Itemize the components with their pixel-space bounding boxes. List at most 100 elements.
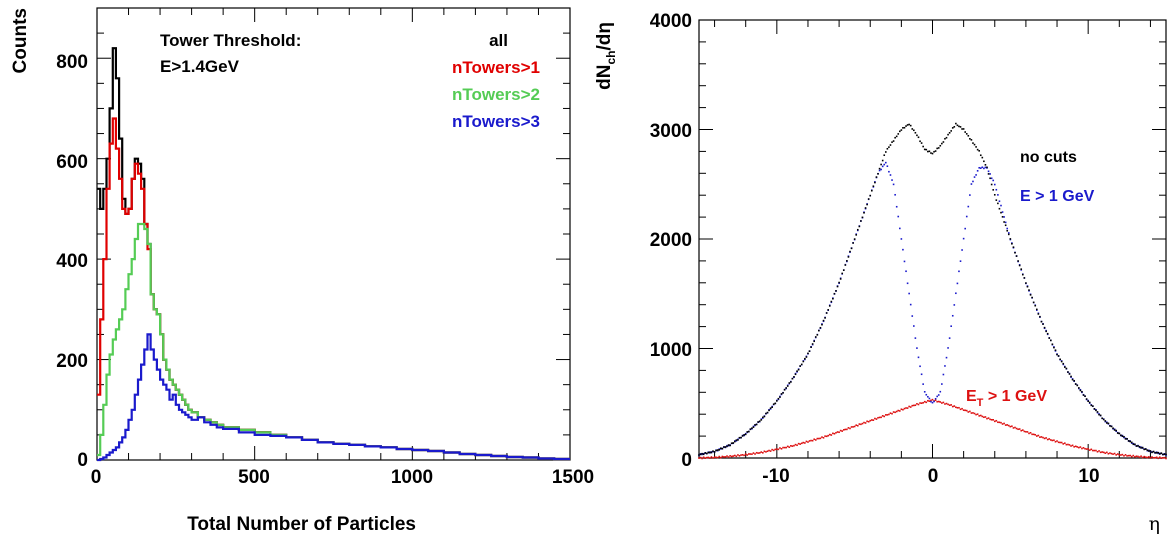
right-series-0-point <box>1000 211 1002 214</box>
right-series-2-point <box>701 457 703 460</box>
right-series-2-point <box>1102 451 1105 454</box>
right-series-0-point <box>987 173 990 175</box>
right-series-2-point <box>941 402 943 404</box>
right-series-0-point <box>937 147 940 149</box>
legend-ntowers-3: nTowers>3 <box>452 112 540 131</box>
right-series-2-point <box>867 420 870 423</box>
right-series-2-point <box>1149 457 1152 459</box>
right-series-0-point <box>1088 401 1091 404</box>
right-series-2-point <box>864 422 867 424</box>
right-series-1-point <box>1004 221 1007 224</box>
right-series-0-point <box>997 202 999 205</box>
right-series-2-point <box>945 402 948 405</box>
right-series-0-point <box>886 147 889 150</box>
right-series-0-point <box>839 278 842 280</box>
right-series-0-point <box>1068 373 1071 375</box>
right-series-1-point <box>953 304 956 306</box>
right-series-0-point <box>948 132 951 134</box>
right-series-2-point <box>721 455 724 458</box>
right-series-1-point <box>906 282 909 285</box>
right-series-2-point <box>841 430 844 432</box>
right-series-0-point <box>1006 229 1009 232</box>
right-series-0-point <box>786 385 789 387</box>
right-series-2-point <box>1158 456 1161 459</box>
right-series-0-point <box>1070 375 1072 378</box>
right-series-0-point <box>734 440 736 443</box>
right-series-0-point <box>785 387 787 389</box>
right-series-0-point <box>1032 301 1035 304</box>
right-series-0-point <box>1085 398 1088 400</box>
right-series-2-point <box>1115 454 1117 456</box>
right-series-2-point <box>1099 451 1102 454</box>
right-series-0-point <box>1157 451 1160 454</box>
right-series-1 <box>698 161 1167 457</box>
right-series-0-point <box>821 323 823 326</box>
right-series-1-point <box>984 166 987 169</box>
right-series-0-point <box>965 133 968 135</box>
right-series-0-point <box>917 136 920 139</box>
right-series-0-point <box>961 128 963 130</box>
left-x-tick-label-1000: 1000 <box>391 467 433 488</box>
right-series-0-point <box>1090 404 1093 407</box>
right-series-2-point <box>1065 443 1068 446</box>
right-series-0-point <box>1084 395 1086 398</box>
right-series-0-point <box>931 152 934 155</box>
right-y-tick-label-2000: 2000 <box>650 230 692 251</box>
label-et-sub: T <box>977 397 984 409</box>
right-series-0-point <box>716 449 719 451</box>
right-series-0-point <box>774 402 777 405</box>
right-series-2-point <box>1151 456 1153 458</box>
right-series-2-point <box>972 412 974 414</box>
right-series-1-point <box>919 365 921 368</box>
right-series-1-point <box>978 166 980 169</box>
right-series-2-point <box>930 399 932 402</box>
right-series-1-point <box>923 391 926 393</box>
right-series-0-point <box>805 356 808 358</box>
right-series-2-point <box>1014 426 1016 429</box>
left-y-tick-label-0: 0 <box>77 450 88 471</box>
right-series-0-point <box>913 129 915 132</box>
right-series-2-point <box>947 403 949 406</box>
right-series-0-point <box>863 211 865 214</box>
right-series-2-point <box>1021 429 1024 431</box>
right-series-0-point <box>1151 451 1153 454</box>
right-series-2-point <box>1163 456 1166 459</box>
right-series-2-point <box>1042 436 1044 439</box>
right-series-2-point <box>902 408 904 411</box>
right-series-0-point <box>1026 285 1029 288</box>
right-series-2-point <box>800 442 803 445</box>
left-x-axis-label: Total Number of Particles <box>187 514 416 535</box>
right-series-0-point <box>699 453 702 456</box>
right-series-2-point <box>951 405 954 408</box>
right-series-0-point <box>715 449 717 452</box>
right-series-0-point <box>833 292 836 295</box>
right-series-2-point <box>1050 439 1052 441</box>
label-et-gt-1gev: ET > 1 GeV <box>966 388 1047 409</box>
right-series-2-point <box>833 432 836 435</box>
right-series-2-point <box>1148 456 1150 458</box>
right-series-2-point <box>892 411 895 413</box>
label-no-cuts: no cuts <box>1020 149 1077 166</box>
right-series-0-point <box>824 317 826 319</box>
right-series-2-point <box>838 431 840 434</box>
right-series-1-point <box>941 383 943 385</box>
right-series-2-point <box>856 424 859 427</box>
right-series-2-point <box>894 411 896 414</box>
right-series-2-point <box>1076 446 1079 448</box>
right-series-2-point <box>790 445 792 447</box>
right-series-0-point <box>1096 411 1099 413</box>
right-series-0-point <box>738 436 741 439</box>
right-series-1-point <box>965 215 968 218</box>
right-series-2-point <box>877 416 879 419</box>
right-series-0-point <box>1004 224 1007 227</box>
right-series-2-point <box>899 410 901 412</box>
right-y-tick-label-3000: 3000 <box>650 121 692 142</box>
right-series-0-point <box>1014 251 1016 254</box>
right-series-2-point <box>1071 444 1074 447</box>
right-series-1-point <box>922 383 924 385</box>
right-series-0-point <box>1053 346 1055 349</box>
right-series-2-point <box>987 417 990 419</box>
right-series-2-point <box>1046 438 1049 441</box>
right-series-1-point <box>892 183 895 186</box>
right-series-2-point <box>942 401 945 404</box>
